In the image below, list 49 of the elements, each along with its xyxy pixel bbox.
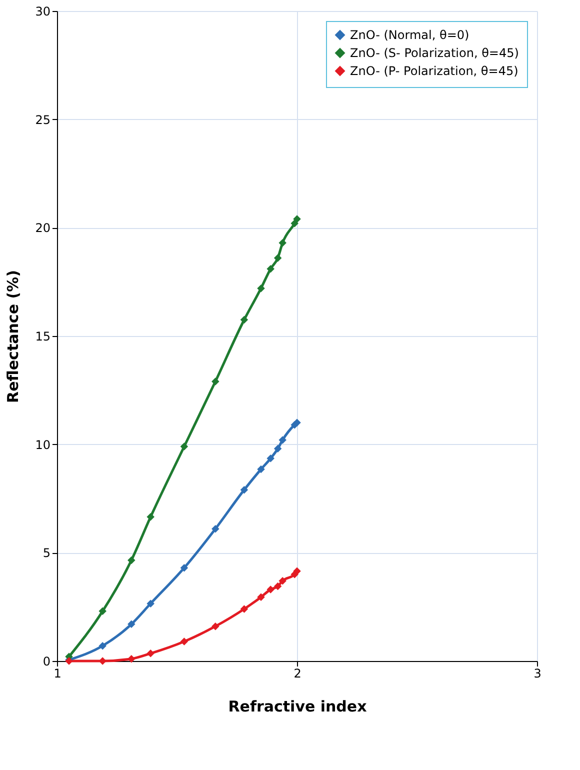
x-tick-label: 3 <box>534 666 542 680</box>
point <box>274 254 282 262</box>
point <box>266 454 274 462</box>
point <box>266 264 274 273</box>
point <box>240 605 248 613</box>
point <box>128 556 136 564</box>
point <box>278 436 286 444</box>
point <box>180 638 188 646</box>
legend-label: ZnO- (Normal, θ=0) <box>350 28 470 42</box>
point <box>146 650 154 658</box>
point <box>274 582 282 590</box>
point <box>98 607 106 616</box>
point <box>257 284 265 292</box>
y-tick-label: 15 <box>35 330 50 344</box>
y-tick-label: 5 <box>42 546 50 560</box>
x-axis-title: Refractive index <box>228 698 368 716</box>
y-tick-label: 25 <box>35 112 50 127</box>
y-tick-label: 20 <box>35 221 50 236</box>
y-tick-label: 10 <box>35 438 50 452</box>
point <box>128 654 136 663</box>
point <box>293 215 301 223</box>
point <box>278 576 286 585</box>
point <box>146 600 154 608</box>
point <box>212 524 220 533</box>
point <box>257 593 265 601</box>
point <box>180 442 188 450</box>
x-tick-label: 2 <box>294 666 302 680</box>
point <box>274 444 282 453</box>
legend-label: ZnO- (P- Polarization, θ=45) <box>350 64 518 78</box>
point <box>212 378 220 386</box>
x-tick-label: 1 <box>54 666 62 680</box>
point <box>293 418 301 427</box>
point <box>278 238 286 247</box>
point <box>180 564 188 572</box>
point <box>290 219 298 228</box>
point <box>293 567 301 575</box>
point <box>98 642 106 650</box>
point <box>257 465 265 474</box>
legend-label: ZnO- (S- Polarization, θ=45) <box>350 46 519 60</box>
y-axis-title: Reflectance (%) <box>4 270 22 403</box>
y-tick-label: 0 <box>42 654 50 668</box>
point <box>128 620 136 628</box>
point <box>146 513 154 521</box>
point <box>240 486 248 494</box>
point <box>98 657 106 665</box>
y-tick-label: 30 <box>35 4 50 18</box>
point <box>266 586 274 594</box>
point <box>240 316 248 324</box>
point <box>212 622 220 630</box>
